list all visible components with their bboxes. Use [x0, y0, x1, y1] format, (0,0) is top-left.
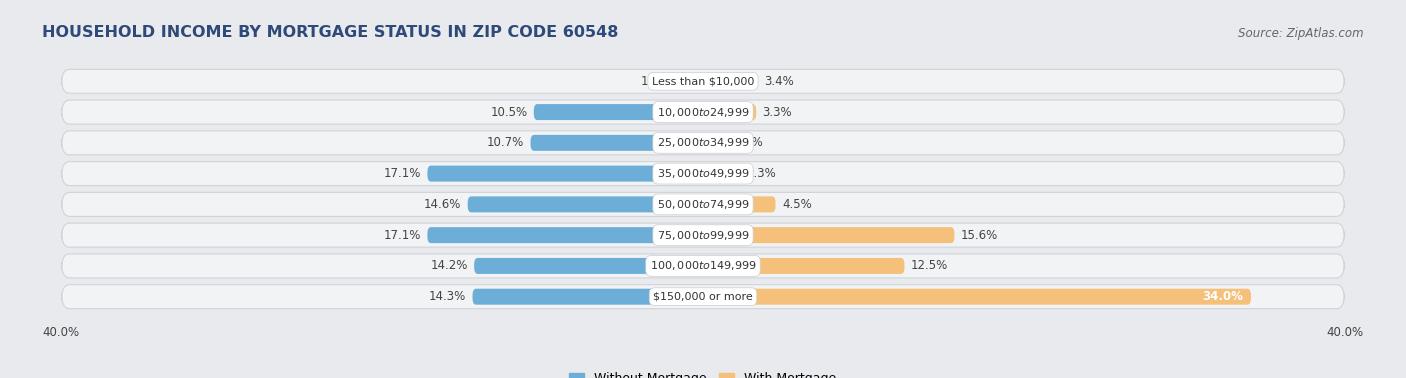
Text: $150,000 or more: $150,000 or more: [654, 292, 752, 302]
Text: HOUSEHOLD INCOME BY MORTGAGE STATUS IN ZIP CODE 60548: HOUSEHOLD INCOME BY MORTGAGE STATUS IN Z…: [42, 25, 619, 40]
FancyBboxPatch shape: [62, 100, 1344, 124]
Text: 10.7%: 10.7%: [486, 136, 524, 149]
FancyBboxPatch shape: [62, 192, 1344, 216]
Text: $10,000 to $24,999: $10,000 to $24,999: [657, 105, 749, 119]
Text: 40.0%: 40.0%: [1327, 326, 1364, 339]
FancyBboxPatch shape: [62, 254, 1344, 278]
FancyBboxPatch shape: [703, 166, 740, 181]
Text: 1.5%: 1.5%: [734, 136, 763, 149]
Text: 14.2%: 14.2%: [430, 259, 468, 273]
Text: 17.1%: 17.1%: [384, 229, 420, 242]
Text: 40.0%: 40.0%: [42, 326, 79, 339]
FancyBboxPatch shape: [703, 258, 904, 274]
FancyBboxPatch shape: [62, 285, 1344, 309]
Text: $35,000 to $49,999: $35,000 to $49,999: [657, 167, 749, 180]
FancyBboxPatch shape: [530, 135, 703, 151]
Text: Source: ZipAtlas.com: Source: ZipAtlas.com: [1239, 27, 1364, 40]
FancyBboxPatch shape: [703, 289, 1251, 305]
Text: 15.6%: 15.6%: [960, 229, 998, 242]
FancyBboxPatch shape: [468, 197, 703, 212]
Text: $50,000 to $74,999: $50,000 to $74,999: [657, 198, 749, 211]
Text: 1.6%: 1.6%: [641, 75, 671, 88]
Text: $100,000 to $149,999: $100,000 to $149,999: [650, 259, 756, 273]
Text: Less than $10,000: Less than $10,000: [652, 76, 754, 86]
FancyBboxPatch shape: [62, 162, 1344, 186]
Text: 4.5%: 4.5%: [782, 198, 811, 211]
FancyBboxPatch shape: [703, 197, 776, 212]
Legend: Without Mortgage, With Mortgage: Without Mortgage, With Mortgage: [565, 369, 841, 378]
Text: $25,000 to $34,999: $25,000 to $34,999: [657, 136, 749, 149]
Text: 10.5%: 10.5%: [491, 105, 527, 119]
Text: 17.1%: 17.1%: [384, 167, 420, 180]
FancyBboxPatch shape: [472, 289, 703, 305]
Text: 3.3%: 3.3%: [762, 105, 792, 119]
FancyBboxPatch shape: [703, 104, 756, 120]
Text: 14.3%: 14.3%: [429, 290, 465, 303]
FancyBboxPatch shape: [62, 223, 1344, 247]
FancyBboxPatch shape: [427, 166, 703, 181]
FancyBboxPatch shape: [62, 131, 1344, 155]
FancyBboxPatch shape: [678, 73, 703, 89]
Text: 2.3%: 2.3%: [747, 167, 776, 180]
FancyBboxPatch shape: [534, 104, 703, 120]
FancyBboxPatch shape: [703, 227, 955, 243]
FancyBboxPatch shape: [474, 258, 703, 274]
Text: 3.4%: 3.4%: [765, 75, 794, 88]
FancyBboxPatch shape: [703, 135, 727, 151]
FancyBboxPatch shape: [427, 227, 703, 243]
Text: 34.0%: 34.0%: [1202, 290, 1243, 303]
FancyBboxPatch shape: [703, 73, 758, 89]
Text: 12.5%: 12.5%: [911, 259, 948, 273]
FancyBboxPatch shape: [62, 69, 1344, 93]
Text: 14.6%: 14.6%: [423, 198, 461, 211]
Text: $75,000 to $99,999: $75,000 to $99,999: [657, 229, 749, 242]
